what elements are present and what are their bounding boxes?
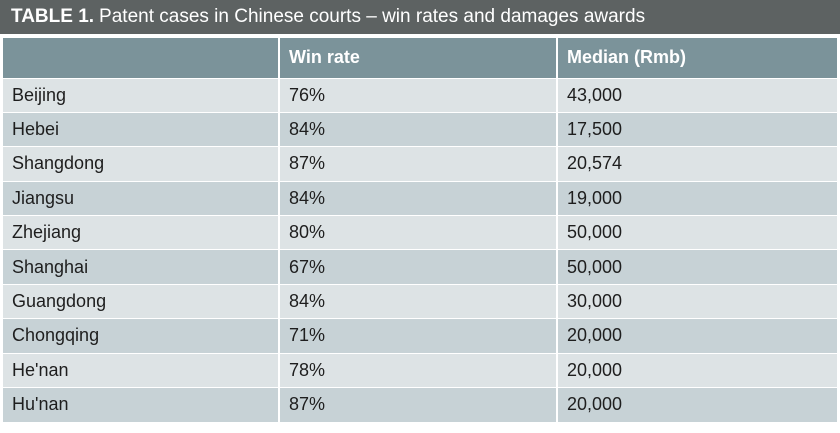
median-cell: 19,000	[557, 180, 837, 216]
table-row: Shanghai 67% 50,000	[3, 249, 837, 285]
win-rate-cell: 84%	[279, 180, 558, 216]
median-cell: 43,000	[557, 77, 837, 113]
table-row: Chongqing 71% 20,000	[3, 318, 837, 354]
header-row: Win rate Median (Rmb)	[3, 38, 837, 78]
table-row: Shangdong 87% 20,574	[3, 146, 837, 182]
median-cell: 20,000	[557, 352, 837, 388]
region-cell: Zhejiang	[3, 215, 280, 250]
table-title-text: Patent cases in Chinese courts – win rat…	[99, 6, 646, 27]
table-title-label: TABLE 1.	[11, 6, 95, 27]
table-row: Guangdong 84% 30,000	[3, 283, 837, 319]
table-title: TABLE 1. Patent cases in Chinese courts …	[0, 0, 840, 34]
median-cell: 20,574	[557, 146, 837, 182]
column-header-median: Median (Rmb)	[557, 38, 837, 78]
region-cell: Shanghai	[3, 249, 280, 285]
win-rate-cell: 71%	[279, 318, 558, 354]
region-cell: Shangdong	[3, 146, 280, 182]
region-cell: Hebei	[3, 111, 280, 147]
region-cell: Jiangsu	[3, 180, 280, 216]
win-rate-cell: 87%	[279, 387, 558, 422]
win-rate-cell: 78%	[279, 352, 558, 388]
win-rate-cell: 76%	[279, 77, 558, 113]
table-row: He'nan 78% 20,000	[3, 352, 837, 388]
win-rate-cell: 80%	[279, 215, 558, 250]
column-header-region	[3, 38, 280, 78]
median-cell: 17,500	[557, 111, 837, 147]
median-cell: 20,000	[557, 387, 837, 422]
region-cell: Hu'nan	[3, 387, 280, 422]
table-row: Hebei 84% 17,500	[3, 111, 837, 147]
table-row: Zhejiang 80% 50,000	[3, 215, 837, 250]
win-rate-cell: 87%	[279, 146, 558, 182]
median-cell: 50,000	[557, 215, 837, 250]
median-cell: 50,000	[557, 249, 837, 285]
region-cell: He'nan	[3, 352, 280, 388]
column-header-win-rate: Win rate	[279, 38, 558, 78]
table-row: Hu'nan 87% 20,000	[3, 387, 837, 422]
win-rate-cell: 84%	[279, 111, 558, 147]
region-cell: Guangdong	[3, 283, 280, 319]
region-cell: Beijing	[3, 77, 280, 113]
median-cell: 20,000	[557, 318, 837, 354]
table-row: Beijing 76% 43,000	[3, 77, 837, 113]
win-rate-cell: 67%	[279, 249, 558, 285]
region-cell: Chongqing	[3, 318, 280, 354]
table-row: Jiangsu 84% 19,000	[3, 180, 837, 216]
win-rate-cell: 84%	[279, 283, 558, 319]
median-cell: 30,000	[557, 283, 837, 319]
patent-cases-table: Win rate Median (Rmb) Beijing 76% 43,000…	[3, 38, 837, 422]
